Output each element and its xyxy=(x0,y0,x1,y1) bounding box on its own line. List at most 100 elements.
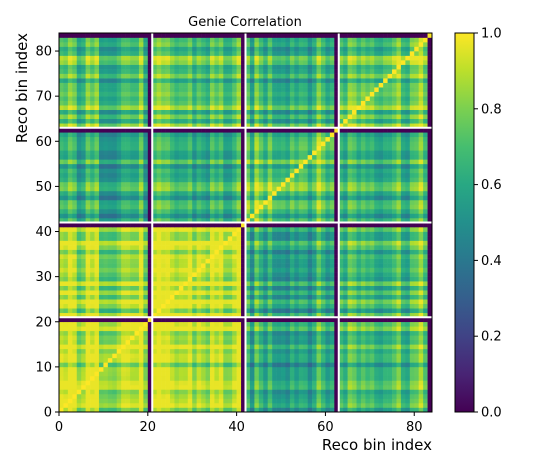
heatmap-cell xyxy=(267,281,273,286)
heatmap-cell xyxy=(85,308,91,314)
heatmap-cell xyxy=(170,272,175,277)
heatmap-cell xyxy=(387,366,393,372)
heatmap-cell xyxy=(192,272,197,277)
heatmap-cell xyxy=(187,159,193,165)
heatmap-cell xyxy=(374,384,380,390)
heatmap-cell xyxy=(414,294,419,300)
heatmap-cell xyxy=(281,217,286,223)
heatmap-cell xyxy=(232,384,237,390)
heatmap-cell xyxy=(165,348,171,354)
heatmap-cell xyxy=(276,389,282,395)
heatmap-cell xyxy=(223,208,229,214)
heatmap-cell xyxy=(369,213,375,219)
heatmap-cell xyxy=(130,285,135,291)
heatmap-cell xyxy=(263,258,268,264)
heatmap-cell xyxy=(289,398,295,404)
heatmap-cell xyxy=(418,380,424,386)
heatmap-cell xyxy=(236,168,242,174)
heatmap-cell xyxy=(423,177,428,183)
heatmap-cell xyxy=(352,245,357,250)
heatmap-cell xyxy=(147,263,153,268)
heatmap-cell xyxy=(205,163,211,169)
heatmap-cell xyxy=(156,308,162,314)
heatmap-cell xyxy=(174,348,180,354)
heatmap-cell xyxy=(329,393,335,399)
heatmap-cell xyxy=(285,384,291,390)
heatmap-cell xyxy=(285,145,291,151)
heatmap-cell xyxy=(209,326,215,332)
heatmap-cell xyxy=(76,348,82,354)
heatmap-cell xyxy=(214,190,220,196)
heatmap-cell xyxy=(383,159,388,165)
heatmap-cell xyxy=(396,150,402,156)
heatmap-cell xyxy=(183,172,189,178)
heatmap-cell xyxy=(276,177,282,183)
heatmap-cell xyxy=(98,281,104,286)
heatmap-cell xyxy=(285,402,291,408)
heatmap-cell xyxy=(383,245,388,250)
heatmap-cell xyxy=(98,208,104,214)
heatmap-cell xyxy=(338,267,344,273)
heatmap-cell xyxy=(392,393,397,399)
heatmap-cell xyxy=(178,317,184,323)
heatmap-cell xyxy=(209,362,215,368)
heatmap-cell xyxy=(320,393,326,399)
heatmap-cell xyxy=(360,199,366,205)
heatmap-cell xyxy=(90,308,95,314)
heatmap-cell xyxy=(298,290,304,295)
heatmap-cell xyxy=(356,154,362,160)
heatmap-cell xyxy=(107,231,113,237)
heatmap-cell xyxy=(392,272,397,277)
heatmap-cell xyxy=(312,317,317,323)
heatmap-cell xyxy=(369,263,375,268)
heatmap-cell xyxy=(294,222,300,228)
heatmap-cell xyxy=(267,330,273,336)
heatmap-cell xyxy=(249,159,255,165)
heatmap-cell xyxy=(227,249,233,255)
heatmap-cell xyxy=(343,272,348,277)
heatmap-cell xyxy=(90,357,95,363)
heatmap-cell xyxy=(343,267,348,273)
heatmap-cell xyxy=(223,222,229,228)
heatmap-cell xyxy=(223,389,229,395)
heatmap-cell xyxy=(263,281,268,286)
heatmap-cell xyxy=(165,254,171,259)
heatmap-cell xyxy=(383,236,388,241)
heatmap-cell xyxy=(427,317,433,323)
heatmap-cell xyxy=(281,222,286,228)
heatmap-cell xyxy=(281,303,286,309)
heatmap-cell xyxy=(76,366,82,372)
heatmap-cell xyxy=(298,199,304,205)
heatmap-cell xyxy=(392,317,397,323)
heatmap-cell xyxy=(258,375,264,381)
heatmap-cell xyxy=(369,199,375,205)
heatmap-cell xyxy=(329,150,335,156)
heatmap-cell xyxy=(303,236,308,241)
heatmap-cell xyxy=(107,380,113,386)
heatmap-cell xyxy=(249,317,255,323)
heatmap-cell xyxy=(174,380,180,386)
heatmap-cell xyxy=(254,366,260,372)
heatmap-cell xyxy=(405,393,411,399)
heatmap-cell xyxy=(298,181,304,187)
heatmap-cell xyxy=(267,204,273,210)
heatmap-cell xyxy=(396,168,402,174)
heatmap-cell xyxy=(316,375,322,381)
heatmap-cell xyxy=(218,177,224,183)
heatmap-cell xyxy=(409,199,415,205)
heatmap-cell xyxy=(201,344,206,350)
heatmap-cell xyxy=(107,308,113,314)
heatmap-cell xyxy=(76,326,82,332)
heatmap-cell xyxy=(312,357,317,363)
heatmap-cell xyxy=(152,222,157,228)
heatmap-cell xyxy=(307,308,313,314)
heatmap-cell xyxy=(59,208,64,214)
heatmap-cell xyxy=(81,312,86,318)
heatmap-cell xyxy=(130,159,135,165)
heatmap-cell xyxy=(201,380,206,386)
heatmap-cell xyxy=(320,321,326,327)
heatmap-cell xyxy=(94,267,100,273)
heatmap-cell xyxy=(241,177,246,183)
heatmap-cell xyxy=(170,308,175,314)
heatmap-cell xyxy=(134,249,140,255)
